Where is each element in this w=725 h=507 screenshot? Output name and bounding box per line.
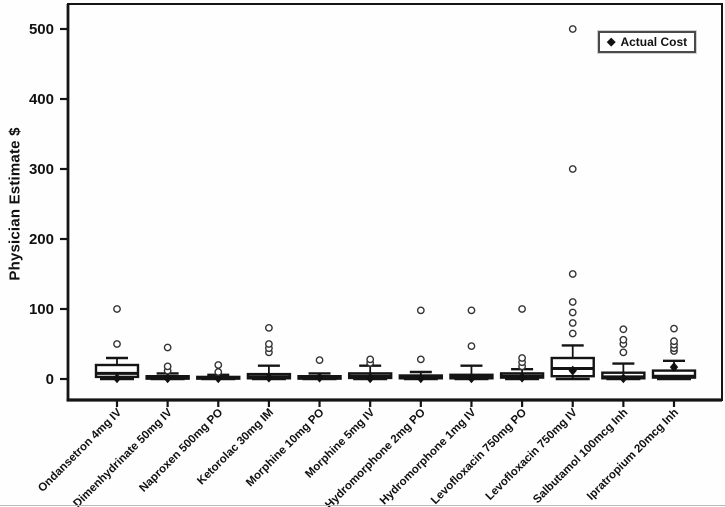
outlier-point (416, 355, 425, 364)
actual-cost-marker (315, 372, 324, 383)
legend: ◆ Actual Cost (596, 30, 698, 54)
box-group-11: Salbutamol 100mcg Inh (531, 325, 646, 506)
x-category-label: Ipratropium 20mcg Inh (585, 407, 681, 503)
outlier-point (568, 329, 577, 338)
box-group-9: Levofloxacin 750mg PO (429, 305, 545, 507)
figure-bottom-edge (0, 505, 725, 506)
actual-cost-marker (112, 373, 122, 384)
y-tick-label: 500 (29, 21, 54, 38)
outlier-point (568, 25, 577, 33)
x-category-label: Levofloxacin 750mg IV (484, 406, 580, 502)
actual-cost-marker (467, 373, 476, 384)
outlier-point (619, 325, 628, 334)
outlier-point (214, 361, 223, 369)
outlier-point (416, 306, 425, 315)
outlier-point (467, 342, 476, 350)
box-group-8: Hydromorphone 1mg IV (378, 306, 494, 507)
outlier-point (670, 324, 678, 333)
outlier-point (315, 356, 324, 364)
actual-cost-diamond-icon: ◆ (607, 35, 616, 48)
actual-cost-marker (163, 373, 172, 384)
x-category-label: Ondansetron 4mg IV (36, 406, 124, 494)
outlier-point (214, 368, 223, 376)
outlier-point (113, 340, 121, 348)
actual-cost-marker (416, 373, 426, 384)
legend-label: Actual Cost (620, 35, 688, 49)
y-tick-label: 200 (29, 231, 54, 248)
outlier-point (467, 306, 476, 315)
outlier-point (568, 270, 577, 278)
outlier-point (518, 354, 526, 362)
outlier-point (619, 348, 628, 357)
outlier-point (265, 323, 273, 332)
y-axis-title: Physician Estimate $ (6, 127, 24, 281)
outlier-point (163, 343, 172, 352)
x-category-label: Naproxen 500mg PO (137, 407, 225, 495)
outlier-point (619, 335, 628, 344)
actual-cost-marker (619, 373, 628, 384)
y-tick-label: 0 (46, 371, 54, 388)
actual-cost-marker (568, 365, 577, 376)
x-category-label: Salbutamol 100mcg Inh (531, 407, 630, 506)
x-category-label: Hydromorphone 2mg PO (323, 407, 428, 507)
y-tick-label: 300 (29, 161, 54, 178)
x-category-label: Dimenhydrinate 50mg IV (71, 406, 175, 507)
y-tick-label: 100 (29, 301, 54, 318)
actual-cost-marker (669, 362, 679, 373)
outlier-point (265, 340, 273, 348)
box-group-7: Hydromorphone 2mg PO (323, 306, 444, 507)
outlier-point (366, 355, 375, 364)
actual-cost-marker (517, 372, 527, 383)
x-category-label: Levofloxacin 750mg PO (429, 407, 529, 507)
outlier-point (518, 305, 526, 313)
actual-cost-marker (214, 373, 223, 384)
y-axis: 0 100 200 300 400 500 (29, 21, 68, 388)
outlier-point (568, 165, 577, 173)
outlier-point (568, 319, 577, 327)
x-category-label: Hydromorphone 1mg IV (378, 406, 479, 507)
y-tick-label: 400 (29, 91, 54, 108)
outlier-point (568, 298, 577, 306)
box-group-12: Ipratropium 20mcg Inh (585, 324, 697, 503)
outlier-point (568, 308, 577, 317)
outlier-point (113, 305, 121, 313)
outlier-point (670, 337, 678, 346)
outlier-point (163, 362, 172, 371)
actual-cost-marker (264, 372, 274, 383)
actual-cost-marker (365, 373, 375, 384)
